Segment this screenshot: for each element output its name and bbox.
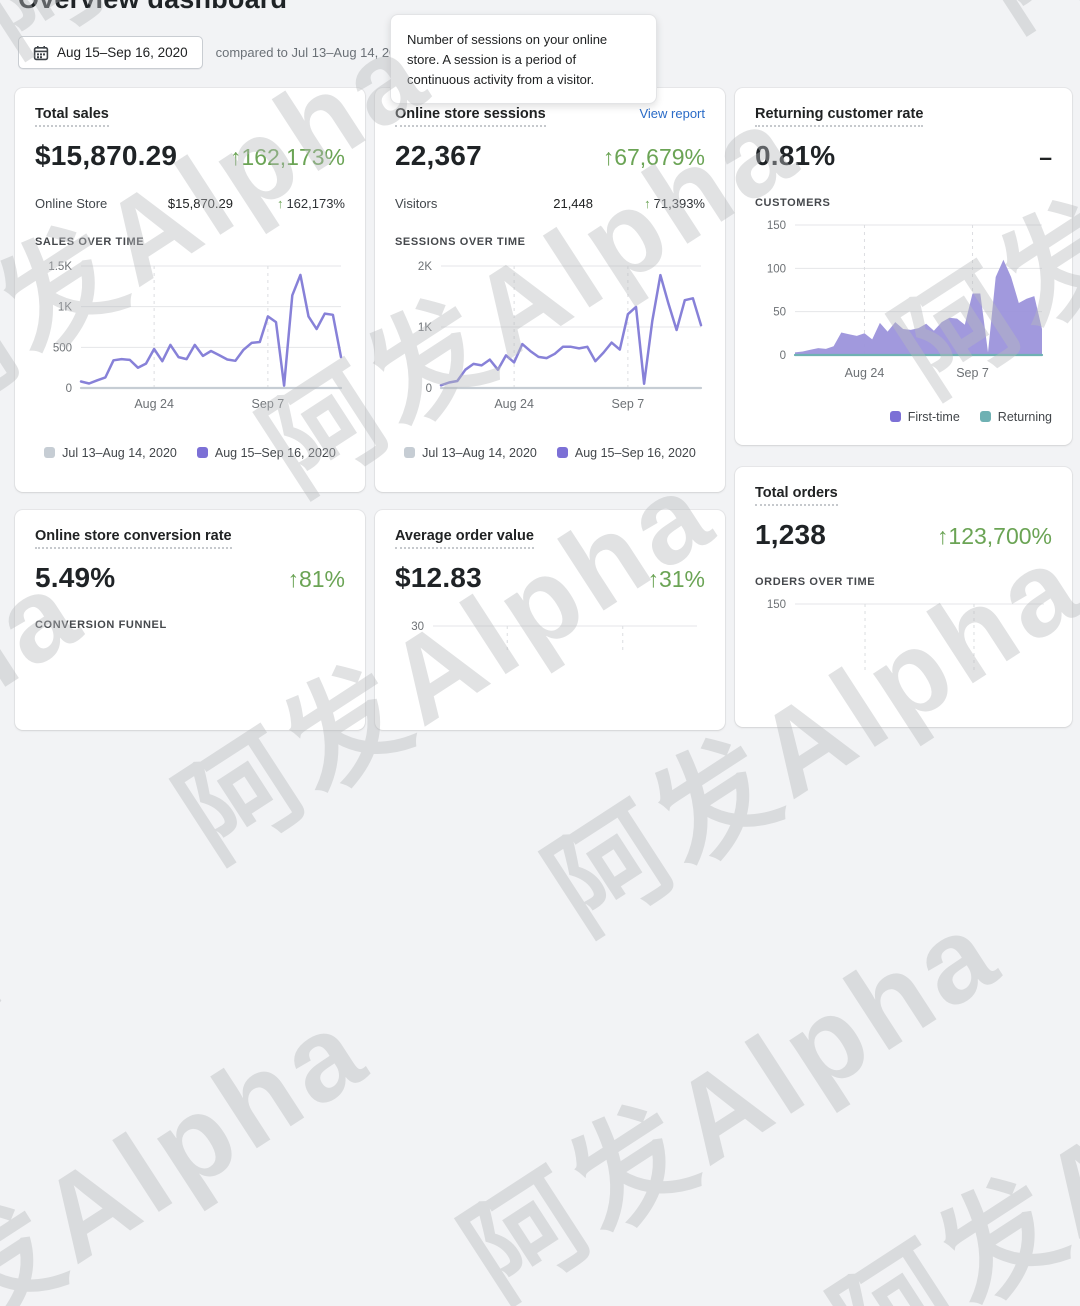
calendar-icon [33,45,49,61]
svg-text:150: 150 [767,599,786,611]
total-sales-change: ↑162,173% [229,144,345,170]
date-range-picker-button[interactable]: Aug 15–Sep 16, 2020 [18,36,203,69]
current-period-swatch [556,447,568,458]
compare-period-label: compared to Jul 13–Aug 14, 2020 [215,45,411,60]
svg-text:0: 0 [426,383,432,395]
sessions-value: 22,367 [395,140,482,171]
svg-text:Aug 24: Aug 24 [494,397,534,411]
breakdown-label: Online Store [35,196,108,211]
svg-text:Sep 7: Sep 7 [612,397,645,411]
legend-current-period: Aug 15–Sep 16, 2020 [556,446,696,460]
average-order-value-card: Average order value $12.83 ↑31% 30 [375,510,725,730]
breakdown-value: 21,448 [553,196,593,211]
svg-text:100: 100 [767,263,786,275]
previous-period-swatch [404,447,416,458]
sales-over-time-chart: 0 500 1K 1.5K Aug 24 Sep 7 [48,261,343,411]
sessions-title[interactable]: Online store sessions [395,106,546,127]
total-sales-value: $15,870.29 [35,140,178,171]
svg-text:50: 50 [773,307,786,319]
aov-title[interactable]: Average order value [395,528,534,549]
total-orders-title[interactable]: Total orders [755,485,838,506]
online-store-sessions-card: Online store sessions View report 22,367… [375,88,725,492]
conversion-funnel-label: CONVERSION FUNNEL [35,619,167,631]
sessions-help-tooltip: Number of sessions on your online store.… [390,14,657,105]
customers-label: CUSTOMERS [755,197,831,209]
tooltip-text: Number of sessions on your online store.… [407,32,608,88]
aov-change: ↑31% [647,566,705,592]
total-sales-breakdown-row: Online Store $15,870.29 ↑ 162,173% [35,196,345,211]
total-orders-card: Total orders 1,238 ↑123,700% ORDERS OVER… [735,467,1072,727]
legend-previous-period: Jul 13–Aug 14, 2020 [44,446,177,460]
view-report-link[interactable]: View report [639,106,705,121]
svg-text:Sep 7: Sep 7 [956,366,989,380]
svg-text:150: 150 [767,220,786,232]
total-orders-change: ↑123,700% [936,523,1052,549]
svg-text:500: 500 [53,342,72,354]
current-period-swatch [196,447,208,458]
date-controls: Aug 15–Sep 16, 2020 compared to Jul 13–A… [18,36,411,69]
returning-rate-title[interactable]: Returning customer rate [755,106,924,127]
legend-first-time: First-time [889,410,960,424]
total-orders-value: 1,238 [755,519,827,550]
sessions-breakdown-row: Visitors 21,448 ↑ 71,393% [395,196,705,211]
legend-previous-period: Jul 13–Aug 14, 2020 [404,446,537,460]
conversion-rate-value: 5.49% [35,562,116,593]
svg-text:1K: 1K [418,322,432,334]
up-arrow-icon: ↑ [644,196,651,211]
svg-text:Aug 24: Aug 24 [134,397,174,411]
svg-text:1.5K: 1.5K [48,261,72,273]
breakdown-change: ↑ 162,173% [276,196,345,211]
first-time-swatch [889,411,901,422]
svg-text:Sep 7: Sep 7 [252,397,285,411]
svg-text:Aug 24: Aug 24 [845,366,885,380]
svg-text:0: 0 [66,383,72,395]
total-sales-title[interactable]: Total sales [35,106,109,127]
sessions-change: ↑67,679% [602,144,705,170]
total-sales-card: Total sales $15,870.29 ↑162,173% Online … [15,88,365,492]
customers-chart: 0 50 100 150 Aug 24 Sep 7 [767,220,1044,380]
orders-over-time-label: ORDERS OVER TIME [755,576,876,588]
orders-over-time-chart: 150 [767,599,1044,727]
sessions-chart-legend: Jul 13–Aug 14, 2020 Aug 15–Sep 16, 2020 [395,446,705,460]
returning-swatch [979,411,991,422]
svg-text:30: 30 [411,621,424,633]
page-title: Overview dashboard [18,0,287,15]
breakdown-change: ↑ 71,393% [644,196,705,211]
svg-text:0: 0 [780,350,786,362]
up-arrow-icon: ↑ [276,196,284,211]
sessions-over-time-label: SESSIONS OVER TIME [395,236,526,248]
returning-rate-change: – [1039,144,1052,170]
aov-over-time-chart: 30 [411,621,697,730]
conversion-rate-card: Online store conversion rate 5.49% ↑81% … [15,510,365,730]
customers-chart-legend: First-time Returning [755,410,1052,424]
returning-rate-value: 0.81% [755,140,836,171]
sales-over-time-label: SALES OVER TIME [35,236,145,248]
previous-period-swatch [44,447,56,458]
svg-text:2K: 2K [418,261,432,273]
legend-returning: Returning [979,410,1052,424]
conversion-rate-title[interactable]: Online store conversion rate [35,528,232,549]
svg-text:1K: 1K [58,302,72,314]
returning-customer-rate-card: Returning customer rate 0.81% – CUSTOMER… [735,88,1072,445]
sales-chart-legend: Jul 13–Aug 14, 2020 Aug 15–Sep 16, 2020 [35,446,345,460]
sessions-over-time-chart: 0 1K 2K Aug 24 Sep 7 [418,261,703,411]
breakdown-label: Visitors [395,196,438,211]
date-range-label: Aug 15–Sep 16, 2020 [57,45,188,60]
conversion-rate-change: ↑81% [287,566,345,592]
legend-current-period: Aug 15–Sep 16, 2020 [196,446,336,460]
breakdown-value: $15,870.29 [167,196,233,211]
aov-value: $12.83 [395,562,482,593]
